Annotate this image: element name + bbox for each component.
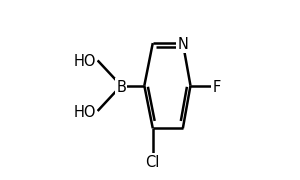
Text: F: F (213, 80, 221, 95)
Text: HO: HO (74, 105, 96, 120)
Text: Cl: Cl (146, 155, 160, 170)
Text: N: N (177, 37, 188, 52)
Text: B: B (116, 80, 126, 95)
Text: HO: HO (74, 54, 96, 69)
